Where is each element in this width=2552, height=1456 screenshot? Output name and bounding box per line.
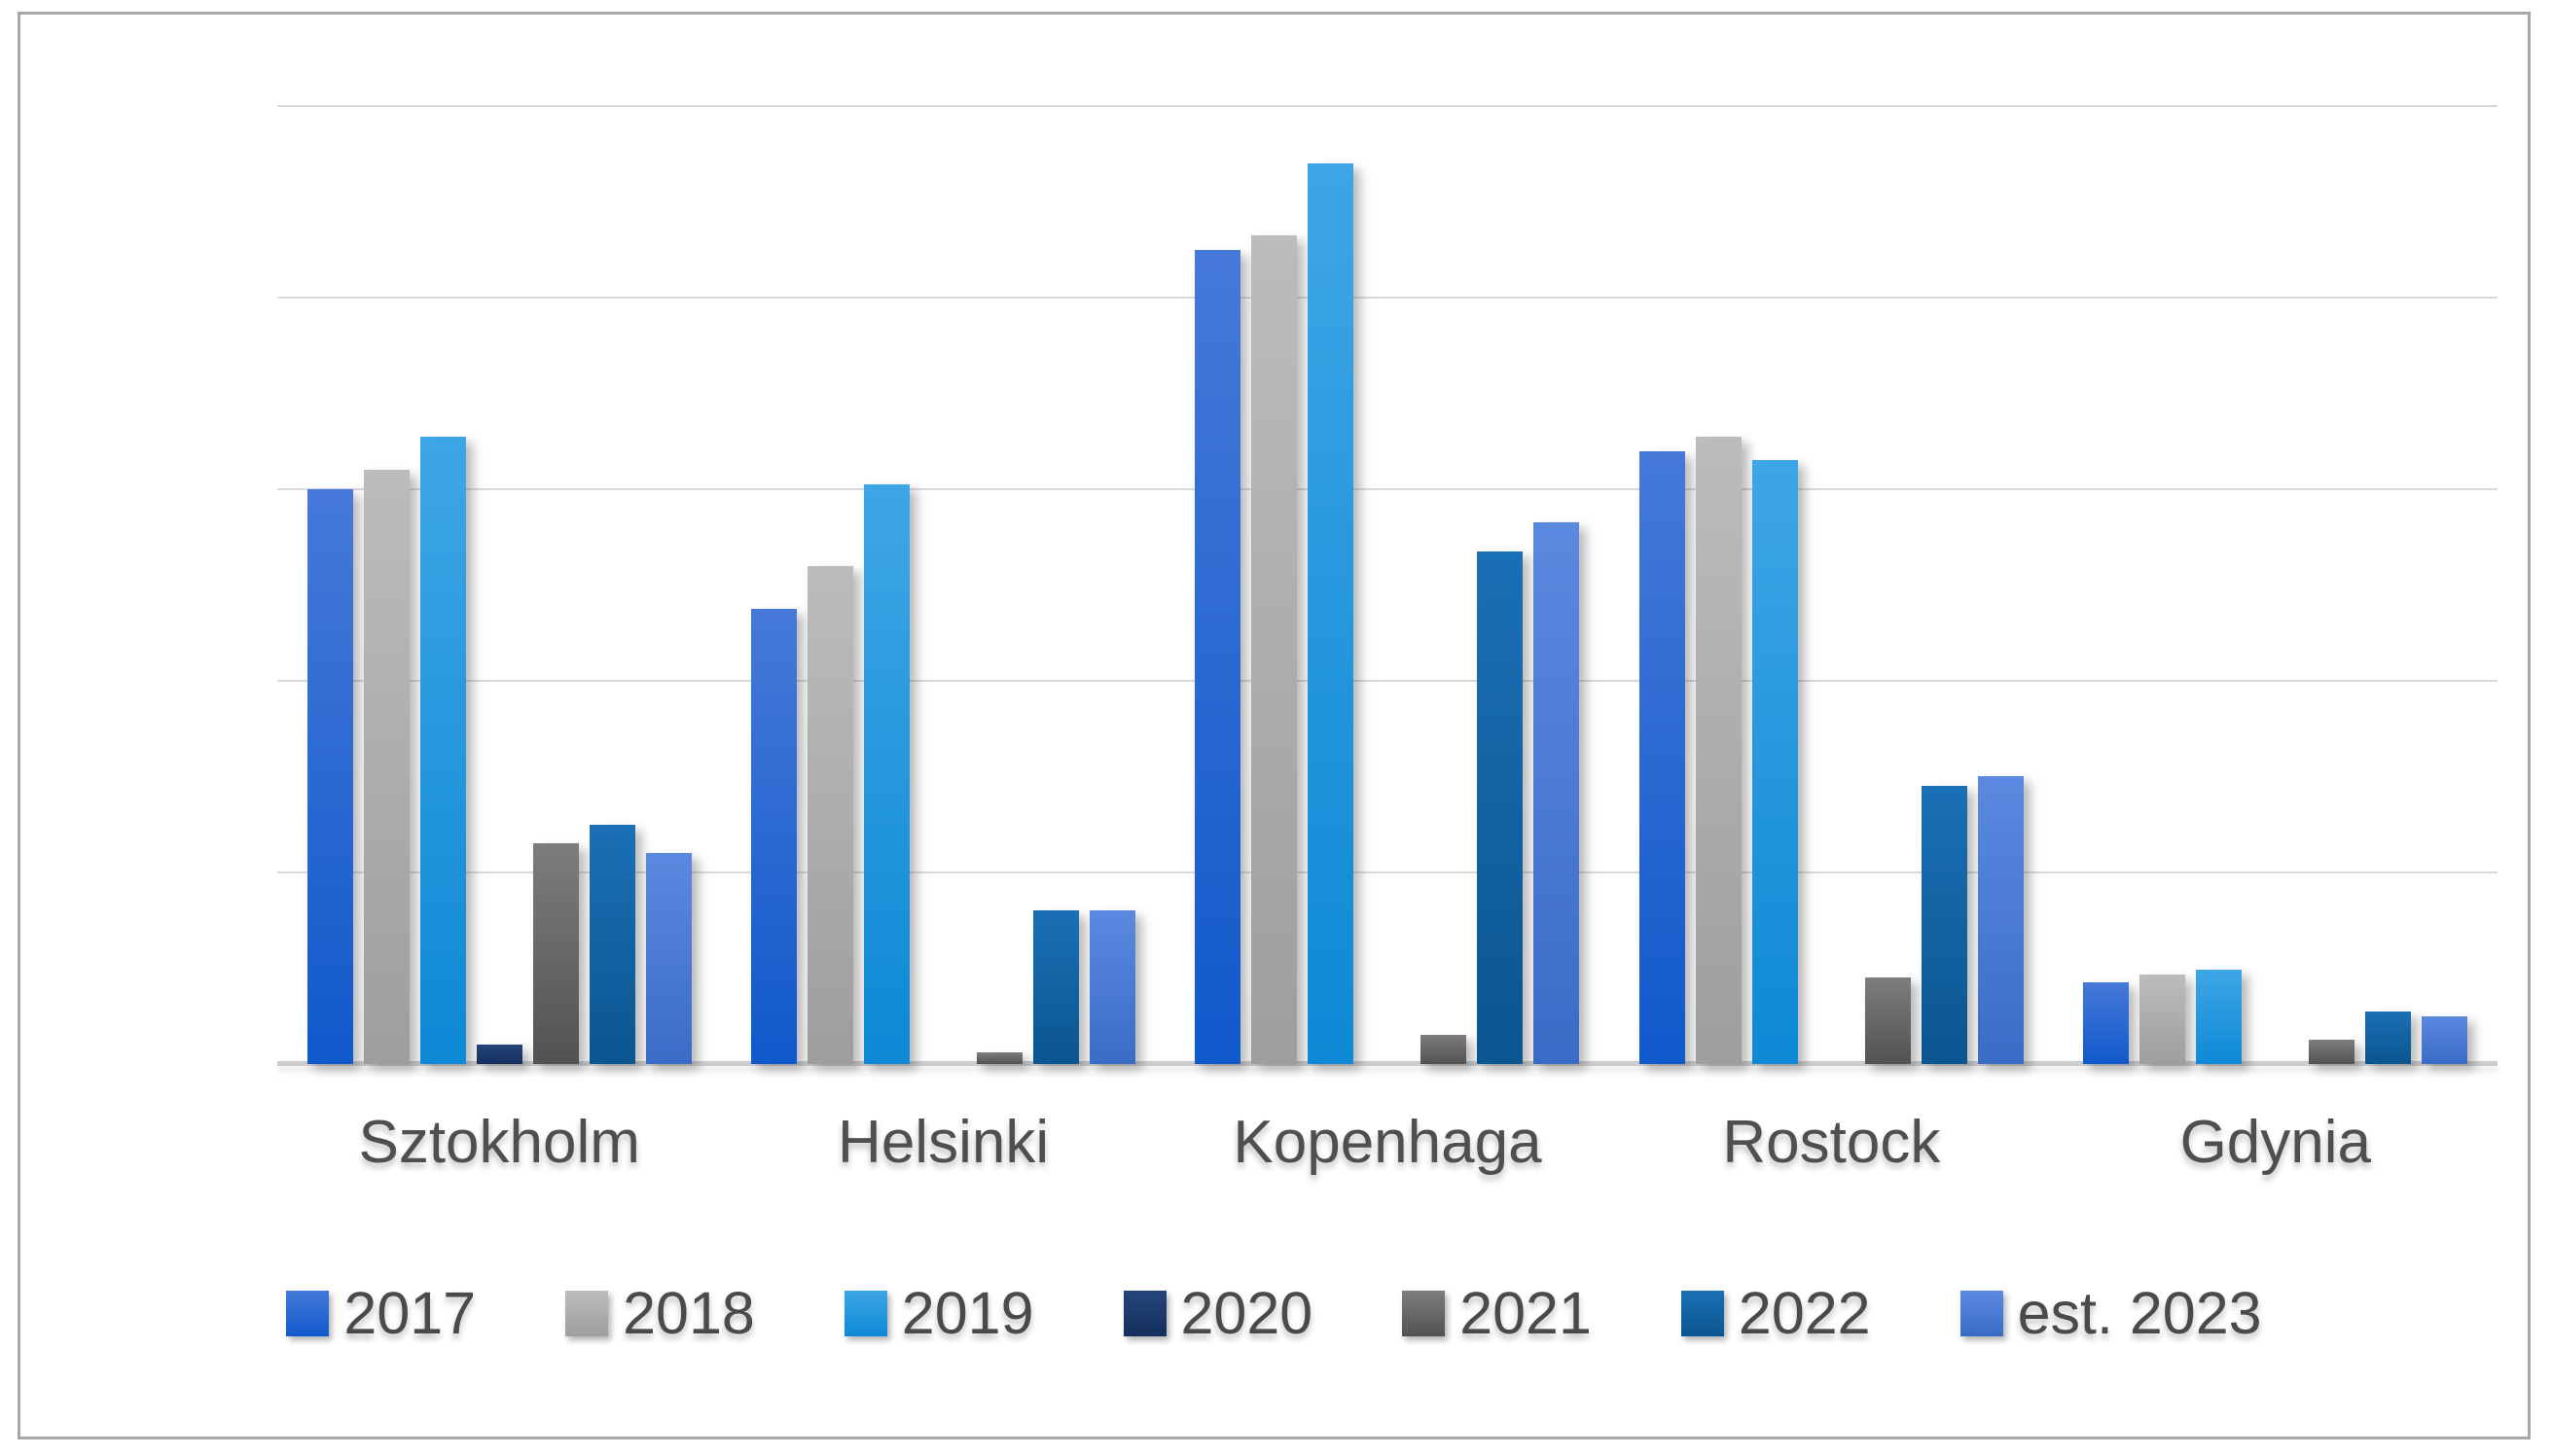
legend-item: 2020	[1123, 1280, 1313, 1346]
bar	[1033, 910, 1080, 1064]
legend-swatch	[286, 1291, 330, 1336]
bar	[1977, 776, 2024, 1064]
bar-group	[721, 106, 1165, 1064]
bar	[1477, 551, 1524, 1064]
bar	[645, 853, 692, 1064]
bar	[476, 1045, 522, 1064]
legend-swatch	[1680, 1291, 1724, 1336]
bar-group	[2054, 106, 2498, 1064]
gridline	[277, 105, 2498, 107]
legend-item: 2019	[844, 1280, 1034, 1346]
bar	[1695, 437, 1742, 1064]
bar-group	[277, 106, 721, 1064]
legend-item: 2018	[565, 1284, 755, 1343]
bar	[1251, 235, 1298, 1064]
bar	[2309, 1040, 2355, 1064]
chart-frame: 02004006008001000 SztokholmHelsinkiKopen…	[18, 12, 2531, 1439]
legend-label: 2020	[1180, 1280, 1313, 1346]
legend-swatch	[1959, 1291, 2003, 1336]
x-axis-category-label: Sztokholm	[358, 1109, 640, 1176]
bar	[2083, 982, 2130, 1064]
x-axis-category-label: Kopenhaga	[1233, 1109, 1542, 1176]
legend-swatch	[1402, 1291, 1446, 1336]
bar	[977, 1052, 1024, 1064]
x-axis-category-label: Rostock	[1722, 1109, 1941, 1176]
bar	[419, 437, 466, 1064]
bar	[808, 566, 854, 1064]
x-axis-category-label: Helsinki	[838, 1109, 1050, 1176]
bar	[2422, 1016, 2468, 1064]
bar-group	[1609, 106, 2053, 1064]
bar	[2365, 1012, 2412, 1064]
bar	[1751, 460, 1798, 1064]
bar	[306, 489, 353, 1064]
legend-label: 2019	[901, 1280, 1034, 1346]
x-axis-category-label: Gdynia	[2179, 1109, 2372, 1176]
bar	[1090, 910, 1136, 1064]
bar	[363, 470, 410, 1064]
legend-swatch	[565, 1291, 609, 1336]
bar	[1308, 163, 1354, 1064]
gridline	[277, 488, 2498, 490]
plot-area	[277, 105, 2498, 1066]
bar	[1864, 977, 1911, 1064]
legend-label: 2017	[343, 1280, 477, 1346]
bar	[1638, 451, 1685, 1064]
legend-label: 2018	[623, 1280, 755, 1346]
legend-label: 2022	[1738, 1280, 1871, 1346]
bar	[589, 825, 635, 1064]
x-axis: Sztokholm Helsinki Kopenhaga Rostock Gdynia	[277, 1108, 2498, 1195]
legend-swatch	[1123, 1291, 1167, 1336]
legend-item: 2017	[286, 1284, 476, 1343]
legend-item: 2021	[1402, 1284, 1592, 1343]
gridline	[277, 297, 2498, 299]
bar	[2139, 975, 2186, 1064]
bar	[1420, 1035, 1467, 1064]
bar	[1195, 250, 1241, 1064]
legend-swatch	[844, 1291, 887, 1336]
gridline	[277, 871, 2498, 873]
bar	[1533, 522, 1580, 1064]
bar	[751, 609, 798, 1064]
bar	[2196, 970, 2243, 1064]
legend-item: 2022	[1680, 1280, 1871, 1346]
legend-label: est. 2023	[2017, 1280, 2262, 1346]
x-axis-line	[277, 1061, 2498, 1066]
bar	[532, 843, 579, 1064]
bar-group	[1166, 106, 1609, 1064]
bar	[864, 484, 911, 1064]
legend-label: 2021	[1459, 1280, 1592, 1346]
gridline	[277, 680, 2498, 682]
legend: 2017 2018 2019 2020 2021 2022 est. 2023	[20, 1284, 2528, 1343]
legend-item: est. 2023	[1959, 1280, 2262, 1346]
bar	[1921, 786, 1967, 1064]
